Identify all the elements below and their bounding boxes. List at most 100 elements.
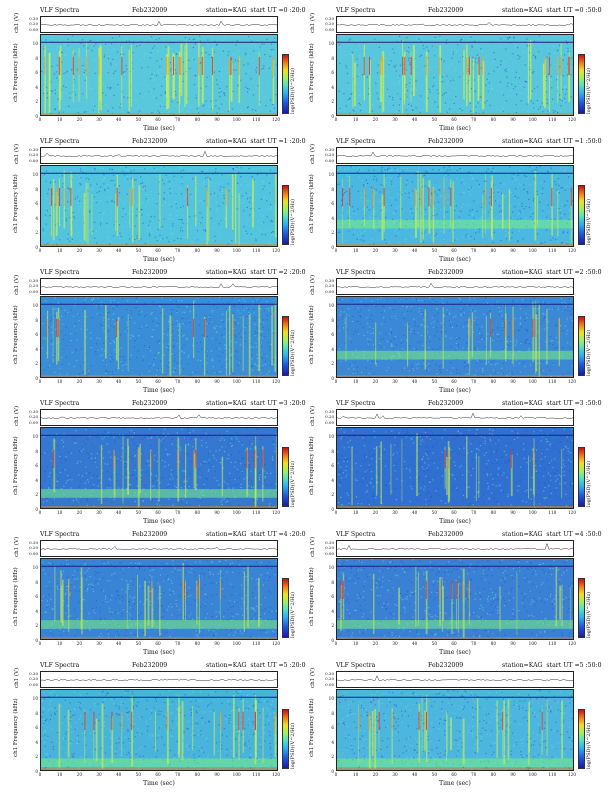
spectrum-speckle	[383, 346, 385, 348]
spectrum-speckle	[255, 71, 257, 73]
spectrum-speckle	[159, 305, 161, 307]
spectrum-speckle	[337, 169, 339, 171]
spectrum-speckle	[232, 168, 234, 170]
spectrum-speckle	[219, 189, 221, 191]
spectrum-speckle	[59, 319, 61, 321]
spectrum-speckle	[76, 196, 79, 198]
spectrum-speckle	[351, 51, 353, 54]
spectrum-speckle	[460, 194, 462, 196]
spectrum-speckle	[341, 199, 343, 201]
spectrum-speckle	[491, 332, 493, 334]
panel-header: VLF Spectra Feb232009 station=KAG start UT…	[10, 399, 306, 409]
spectrum-speckle	[456, 369, 458, 371]
spectrum-speckle	[254, 345, 256, 347]
spectrum-speckle	[140, 451, 142, 453]
spectrum-speckle	[449, 99, 452, 101]
spectrum-speckle	[500, 64, 502, 66]
x-tick-label: 0	[38, 248, 42, 253]
spectrum-speckle	[206, 349, 208, 351]
spectrum-speckle	[550, 376, 553, 377]
spectrum-speckle	[235, 341, 237, 343]
spectrum-speckle	[272, 105, 274, 108]
spectrum-speckle	[183, 481, 185, 483]
spectrum-speckle	[467, 78, 469, 80]
spectrum-speckle	[505, 100, 507, 102]
spectrum-speckle	[242, 201, 244, 203]
spectrum-speckle	[339, 62, 341, 64]
spectrum-speckle	[61, 363, 63, 365]
spectrum-speckle	[46, 497, 48, 499]
spectrum-speckle	[361, 372, 363, 374]
spectrum-speckle	[199, 103, 201, 105]
spectrum-speckle	[170, 39, 172, 41]
spectrum-speckle	[126, 474, 128, 476]
spectrum-speckle	[246, 307, 248, 309]
spectrum-speckle	[106, 189, 108, 191]
sferic-core	[425, 56, 427, 75]
spectrum-speckle	[135, 215, 137, 217]
spectrum-speckle	[274, 447, 277, 449]
spectrum-speckle	[215, 347, 217, 349]
spectrum-speckle	[392, 96, 394, 99]
spectrum-speckle	[193, 59, 195, 61]
spectrum-speckle	[386, 88, 388, 90]
spectrum-speckle	[558, 207, 560, 209]
spectrum-speckle	[522, 51, 524, 53]
spectrum-speckle	[124, 211, 126, 214]
spectrum-speckle	[80, 450, 82, 452]
spectrum-speckle	[394, 36, 396, 38]
spectrum-speckle	[469, 102, 472, 104]
spectrum-speckle	[551, 340, 553, 342]
spectrum-speckle	[541, 190, 543, 192]
spectrum-speckle	[216, 354, 218, 357]
sferic-streak	[129, 188, 131, 228]
sferic-streak	[178, 53, 180, 114]
spectrum-speckle	[90, 337, 92, 340]
spectrum-speckle	[50, 81, 52, 83]
spectrum-speckle	[240, 486, 242, 488]
spectrum-speckle	[83, 97, 85, 99]
spectrum-speckle	[183, 334, 185, 336]
spectrum-speckle	[236, 55, 239, 57]
spectrum-speckle	[259, 229, 262, 231]
spectrum-speckle	[509, 89, 511, 92]
spectrum-speckle	[405, 81, 407, 83]
spectrum-speckle	[221, 319, 223, 321]
sferic-streak	[179, 51, 181, 105]
spectrum-speckle	[268, 329, 270, 331]
spectrum-speckle	[198, 37, 200, 39]
spectrum-speckle	[255, 236, 258, 238]
y-tick-label: 8	[35, 317, 38, 323]
sferic-streak	[542, 63, 545, 106]
spectrum-speckle	[79, 176, 81, 178]
spectrum-speckle	[43, 337, 45, 339]
spectrum-speckle	[146, 231, 148, 233]
spectrum-speckle	[126, 321, 128, 324]
spectrum-speckle	[170, 205, 172, 208]
ch1-waveform-line	[337, 22, 573, 26]
spectrum-speckle	[169, 170, 171, 172]
spectrum-speckle	[254, 335, 257, 337]
spectrum-speckle	[340, 344, 342, 346]
spectrum-speckle	[263, 221, 265, 223]
spectrum-speckle	[519, 210, 521, 212]
spectrum-speckle	[380, 312, 383, 314]
spectrum-speckle	[356, 366, 358, 369]
spectrum-speckle	[383, 310, 386, 312]
spectrum-speckle	[170, 66, 173, 68]
spectrum-speckle	[127, 111, 129, 113]
spectrum-speckle	[395, 317, 397, 319]
spectrum-speckle	[392, 99, 394, 101]
spectrum-speckle	[135, 204, 137, 207]
time-axis-label: Time (sec)	[143, 256, 175, 263]
spectrum-speckle	[564, 186, 566, 188]
spectrum-speckle	[440, 364, 442, 367]
spectrum-speckle	[428, 88, 430, 90]
spectrum-speckle	[370, 186, 372, 188]
spectrum-speckle	[261, 353, 263, 355]
spectrum-speckle	[468, 187, 470, 189]
spectrum-speckle	[364, 229, 366, 231]
spectrum-speckle	[363, 240, 365, 242]
spectrum-speckle	[119, 199, 121, 201]
spectrum-speckle	[559, 217, 561, 219]
